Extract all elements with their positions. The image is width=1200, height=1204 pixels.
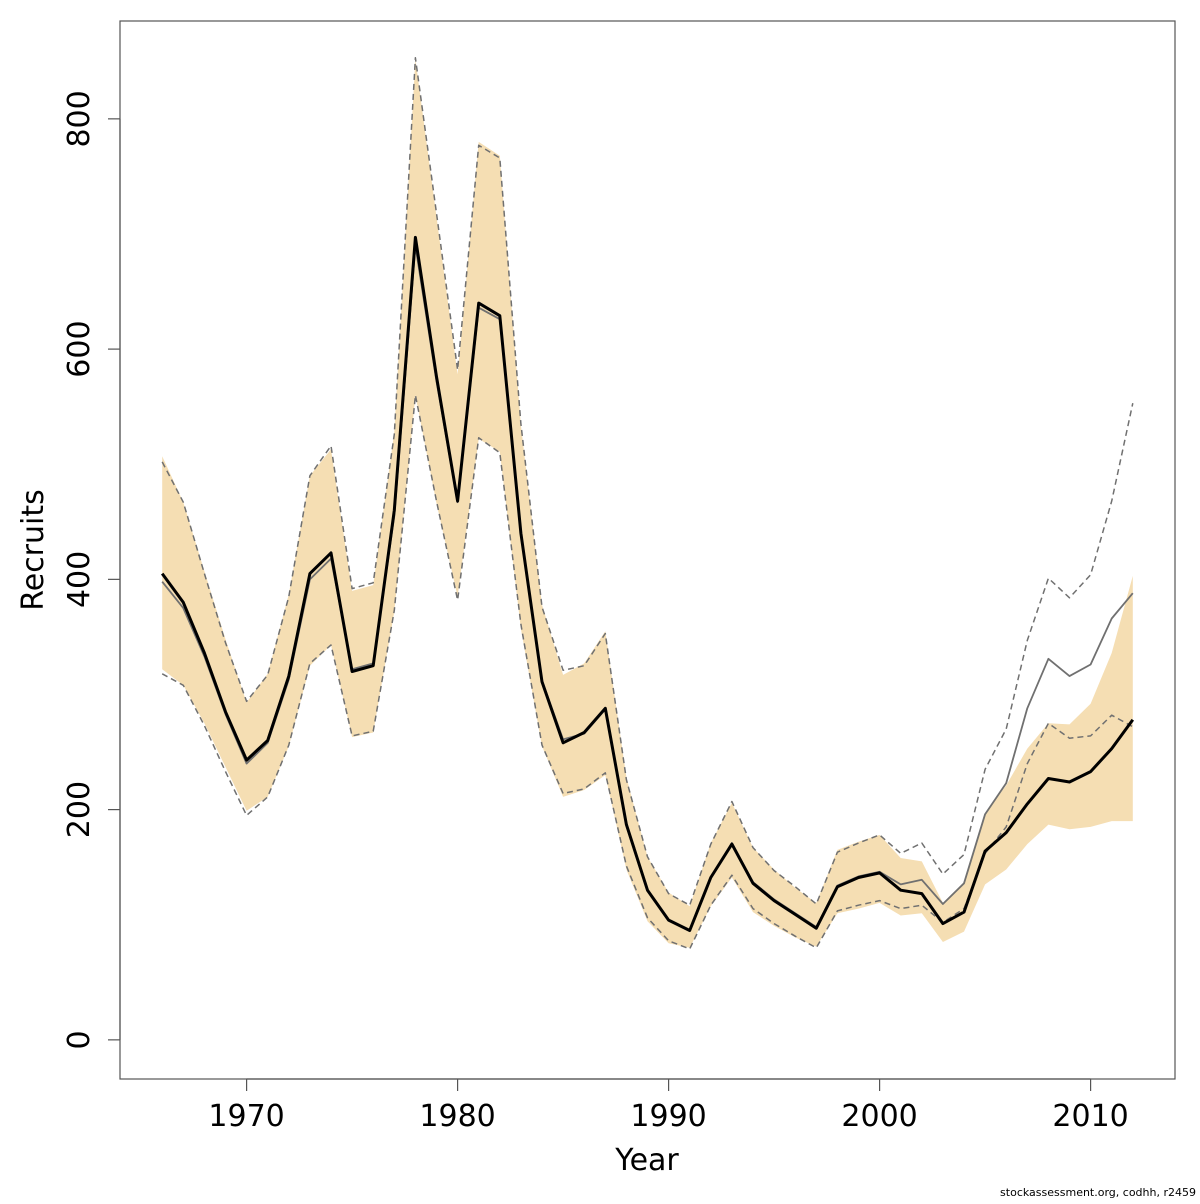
x-axis-title: Year [614,1143,679,1178]
estimate-line [160,235,1135,932]
y-axis-title: Recruits [16,489,51,611]
confidence-band-layer [162,59,1133,948]
y-axis: 0 200 400 600 800 [62,90,121,1049]
y-tick-label: 0 [62,1030,97,1049]
y-tick-label: 200 [62,781,97,838]
y-tick-label: 400 [62,551,97,608]
series-lines-layer [160,57,1135,950]
previous-upper-ci-line [161,57,1134,906]
x-tick-label: 1990 [630,1099,706,1134]
x-tick-label: 2000 [841,1099,917,1134]
confidence-band [162,59,1133,948]
credit-text: stockassessment.org, codhh, r2459 [1000,1186,1196,1199]
y-tick-label: 600 [62,320,97,377]
x-tick-label: 1970 [208,1099,284,1134]
x-tick-label: 2010 [1052,1099,1128,1134]
x-tick-label: 1980 [419,1099,495,1134]
y-tick-label: 800 [62,90,97,147]
x-axis: 1970 1980 1990 2000 2010 [208,1078,1129,1134]
